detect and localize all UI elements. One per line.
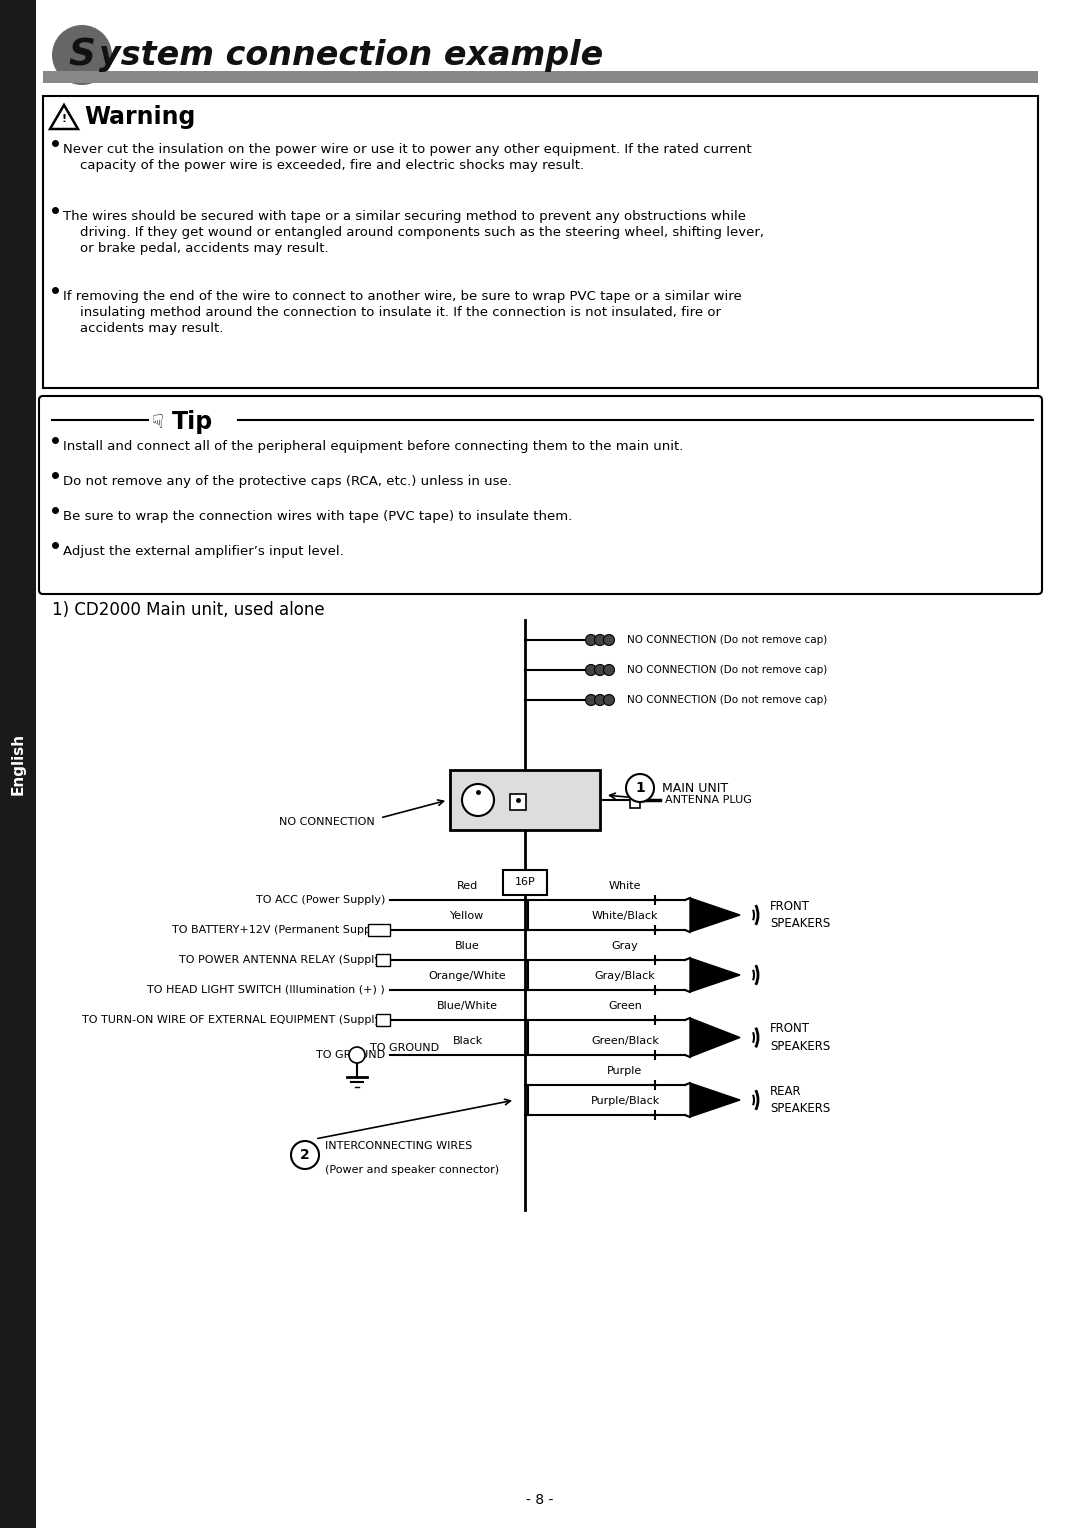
Circle shape xyxy=(585,695,596,706)
Circle shape xyxy=(594,695,606,706)
Text: If removing the end of the wire to connect to another wire, be sure to wrap PVC : If removing the end of the wire to conne… xyxy=(63,290,742,303)
Text: Green/Black: Green/Black xyxy=(591,1036,659,1047)
Text: Purple/Black: Purple/Black xyxy=(591,1096,660,1106)
Text: Yellow: Yellow xyxy=(450,911,485,921)
Polygon shape xyxy=(690,1018,740,1057)
Text: (Power and speaker connector): (Power and speaker connector) xyxy=(325,1164,499,1175)
Text: Purple: Purple xyxy=(607,1067,643,1076)
Circle shape xyxy=(585,665,596,675)
Text: NO CONNECTION (Do not remove cap): NO CONNECTION (Do not remove cap) xyxy=(627,665,827,675)
Text: The wires should be secured with tape or a similar securing method to prevent an: The wires should be secured with tape or… xyxy=(63,209,746,223)
FancyBboxPatch shape xyxy=(510,795,526,810)
Text: 1: 1 xyxy=(635,781,645,795)
Text: 1) CD2000 Main unit, used alone: 1) CD2000 Main unit, used alone xyxy=(52,601,325,619)
Text: Do not remove any of the protective caps (RCA, etc.) unless in use.: Do not remove any of the protective caps… xyxy=(63,475,512,487)
Bar xyxy=(630,792,640,808)
Circle shape xyxy=(594,634,606,645)
Bar xyxy=(43,70,1038,83)
Text: TO BATTERY+12V (Permanent Supply): TO BATTERY+12V (Permanent Supply) xyxy=(172,924,384,935)
Bar xyxy=(0,0,36,1528)
Circle shape xyxy=(604,634,615,645)
Text: 16P: 16P xyxy=(515,877,536,886)
Polygon shape xyxy=(690,898,740,932)
Text: Tip: Tip xyxy=(172,410,213,434)
Text: REAR
SPEAKERS: REAR SPEAKERS xyxy=(770,1085,831,1115)
Text: capacity of the power wire is exceeded, fire and electric shocks may result.: capacity of the power wire is exceeded, … xyxy=(63,159,584,173)
Text: White: White xyxy=(609,882,642,891)
Text: NO CONNECTION (Do not remove cap): NO CONNECTION (Do not remove cap) xyxy=(627,695,827,704)
Text: ystem connection example: ystem connection example xyxy=(99,38,604,72)
Text: NO CONNECTION: NO CONNECTION xyxy=(280,817,375,827)
Text: Gray/Black: Gray/Black xyxy=(595,970,656,981)
Text: driving. If they get wound or entangled around components such as the steering w: driving. If they get wound or entangled … xyxy=(63,226,764,238)
Text: Blue: Blue xyxy=(455,941,480,950)
Text: Blue/White: Blue/White xyxy=(437,1001,498,1012)
Text: TO HEAD LIGHT SWITCH (Illumination (+) ): TO HEAD LIGHT SWITCH (Illumination (+) ) xyxy=(147,986,384,995)
FancyBboxPatch shape xyxy=(39,396,1042,594)
Circle shape xyxy=(594,665,606,675)
Text: English: English xyxy=(11,733,26,795)
Text: White/Black: White/Black xyxy=(592,911,658,921)
FancyBboxPatch shape xyxy=(376,953,390,966)
FancyBboxPatch shape xyxy=(368,924,390,937)
Text: accidents may result.: accidents may result. xyxy=(63,322,224,335)
Text: TO GROUND: TO GROUND xyxy=(315,1050,384,1060)
Circle shape xyxy=(604,695,615,706)
Text: Adjust the external amplifier’s input level.: Adjust the external amplifier’s input le… xyxy=(63,545,343,558)
FancyBboxPatch shape xyxy=(450,770,600,830)
Text: Gray: Gray xyxy=(611,941,638,950)
Text: !: ! xyxy=(62,115,67,124)
Text: FRONT
SPEAKERS: FRONT SPEAKERS xyxy=(770,900,831,931)
Text: TO ACC (Power Supply): TO ACC (Power Supply) xyxy=(256,895,384,905)
Circle shape xyxy=(604,665,615,675)
FancyBboxPatch shape xyxy=(376,1015,390,1025)
FancyBboxPatch shape xyxy=(43,96,1038,388)
Text: Be sure to wrap the connection wires with tape (PVC tape) to insulate them.: Be sure to wrap the connection wires wit… xyxy=(63,510,572,523)
Text: Green: Green xyxy=(608,1001,642,1012)
FancyBboxPatch shape xyxy=(503,869,546,895)
Text: ☟: ☟ xyxy=(152,413,164,431)
Text: Orange/White: Orange/White xyxy=(429,970,507,981)
Text: TO POWER ANTENNA RELAY (Supply): TO POWER ANTENNA RELAY (Supply) xyxy=(178,955,384,966)
Circle shape xyxy=(626,775,654,802)
Text: MAIN UNIT: MAIN UNIT xyxy=(662,781,728,795)
Text: TO GROUND: TO GROUND xyxy=(370,1044,440,1053)
Text: - 8 -: - 8 - xyxy=(526,1493,554,1507)
Circle shape xyxy=(585,634,596,645)
Text: ANTENNA PLUG: ANTENNA PLUG xyxy=(665,795,752,805)
Text: Red: Red xyxy=(457,882,478,891)
Text: or brake pedal, accidents may result.: or brake pedal, accidents may result. xyxy=(63,241,328,255)
Circle shape xyxy=(349,1047,365,1063)
Circle shape xyxy=(462,784,494,816)
Text: Warning: Warning xyxy=(84,105,195,128)
Circle shape xyxy=(291,1141,319,1169)
Text: 2: 2 xyxy=(300,1148,310,1161)
Text: TO TURN-ON WIRE OF EXTERNAL EQUIPMENT (Supply): TO TURN-ON WIRE OF EXTERNAL EQUIPMENT (S… xyxy=(81,1015,384,1025)
Circle shape xyxy=(52,24,112,86)
Polygon shape xyxy=(690,1083,740,1117)
Text: Never cut the insulation on the power wire or use it to power any other equipmen: Never cut the insulation on the power wi… xyxy=(63,144,752,156)
Text: NO CONNECTION (Do not remove cap): NO CONNECTION (Do not remove cap) xyxy=(627,636,827,645)
Text: Black: Black xyxy=(453,1036,483,1047)
Text: Install and connect all of the peripheral equipment before connecting them to th: Install and connect all of the periphera… xyxy=(63,440,684,452)
Polygon shape xyxy=(690,958,740,992)
Text: insulating method around the connection to insulate it. If the connection is not: insulating method around the connection … xyxy=(63,306,721,319)
Polygon shape xyxy=(50,105,78,128)
Text: FRONT
SPEAKERS: FRONT SPEAKERS xyxy=(770,1022,831,1053)
Text: INTERCONNECTING WIRES: INTERCONNECTING WIRES xyxy=(325,1141,472,1151)
Text: S: S xyxy=(68,37,95,73)
